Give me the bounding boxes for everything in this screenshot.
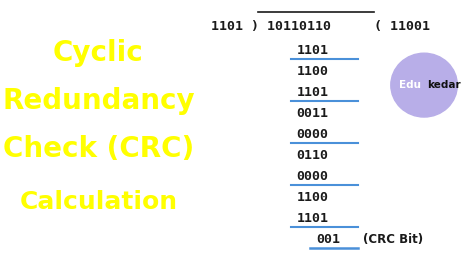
Text: Edu: Edu [399,80,421,90]
Text: 0000: 0000 [297,170,328,183]
Circle shape [391,53,457,117]
Text: Cyclic: Cyclic [53,39,144,67]
Text: Check (CRC): Check (CRC) [3,135,194,163]
Text: 1101: 1101 [297,86,328,99]
Text: 0110: 0110 [297,149,328,162]
Text: 1100: 1100 [297,65,328,78]
Text: 0011: 0011 [297,107,328,120]
Text: kedar: kedar [427,80,460,90]
Text: (CRC Bit): (CRC Bit) [363,233,423,246]
Text: 1101: 1101 [297,212,328,225]
Text: 1101: 1101 [297,44,328,57]
Text: 1100: 1100 [297,191,328,204]
Text: Redundancy: Redundancy [2,87,195,115]
Text: ( 11001: ( 11001 [374,20,430,33]
Text: 001: 001 [316,233,340,246]
Text: 0000: 0000 [297,128,328,141]
Text: Calculation: Calculation [19,190,177,214]
Text: 1101 ) 10110110: 1101 ) 10110110 [210,20,330,33]
